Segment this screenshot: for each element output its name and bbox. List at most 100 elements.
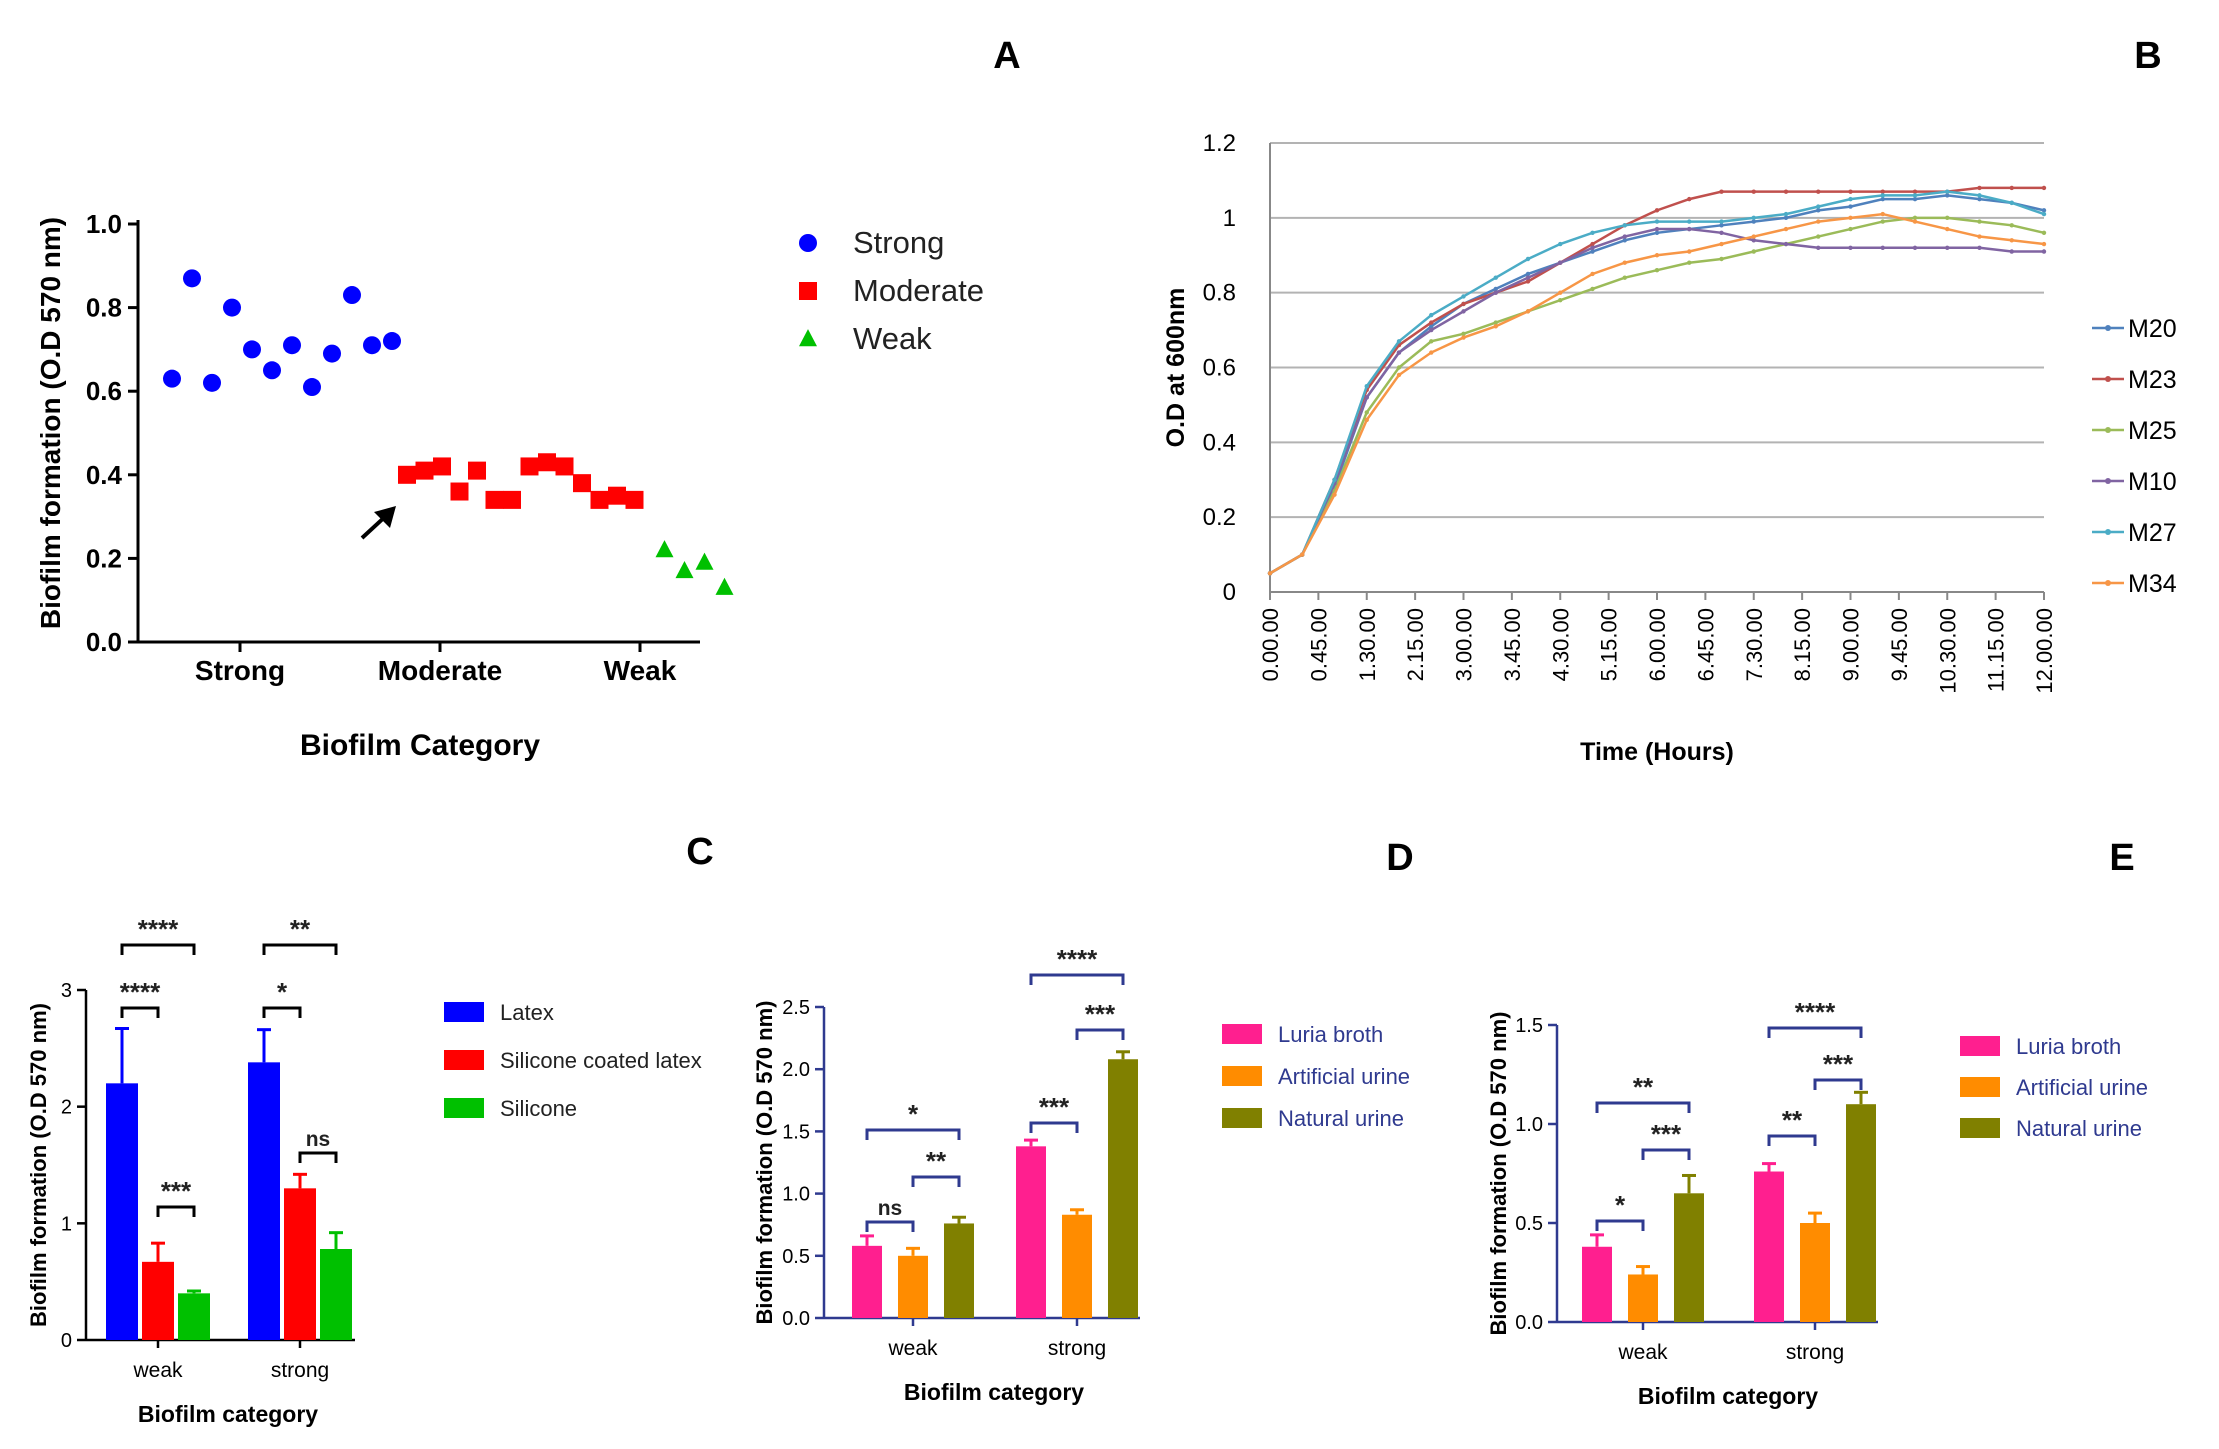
panel-e-significance-bracket bbox=[1767, 1026, 1863, 1038]
panel-b-point-m27 bbox=[1977, 193, 1982, 198]
panel-b-point-m34 bbox=[1912, 219, 1918, 224]
panel-b-x-tick-label: 11.15.00 bbox=[1984, 608, 2009, 692]
panel-c-x-axis-label: Biofilm category bbox=[138, 1401, 318, 1427]
panel-b-point-m20 bbox=[1751, 219, 1756, 224]
panel-d-legend-swatch-natural-urine bbox=[1222, 1108, 1262, 1128]
panel-b-point-m10 bbox=[1848, 245, 1853, 250]
panel-e-significance-bracket bbox=[1767, 1134, 1817, 1146]
panel-a-y-tick-label: 0.4 bbox=[86, 460, 123, 490]
panel-b-y-tick-label: 0.4 bbox=[1203, 429, 1236, 456]
panel-b-point-m25 bbox=[1912, 215, 1918, 221]
panel-c-bar-silicone-weak bbox=[178, 1293, 210, 1340]
panel-b-point-m20 bbox=[2041, 208, 2047, 213]
panel-a-legend-label-strong: Strong bbox=[853, 225, 944, 260]
panel-c-legend-label-latex: Latex bbox=[500, 1000, 554, 1025]
panel-e-significance-label: **** bbox=[1795, 997, 1836, 1027]
panel-b-point-m34 bbox=[1783, 226, 1789, 232]
panel-e-x-axis-label: Biofilm category bbox=[1638, 1383, 1818, 1409]
panel-b-point-m25 bbox=[1977, 219, 1982, 224]
panel-d-bar-natural-urine-weak bbox=[944, 1223, 974, 1318]
panel-a-scatter-chart: 0.0 0.2 0.4 0.6 0.8 1.0 Strong Moderate Weak Biof… bbox=[35, 209, 984, 762]
panel-a-point-strong bbox=[223, 298, 241, 317]
panel-a-point-moderate bbox=[503, 490, 521, 509]
panel-a-point-strong bbox=[343, 286, 361, 305]
panel-b-point-m25 bbox=[1493, 320, 1498, 325]
panel-b-point-m34 bbox=[1461, 335, 1466, 340]
panel-a-legend-marker-moderate bbox=[799, 282, 817, 300]
panel-b-point-m10 bbox=[1751, 238, 1756, 243]
panel-b-y-tick-label: 0.6 bbox=[1203, 355, 1236, 382]
panel-b-legend-label-m10: M10 bbox=[2128, 468, 2177, 496]
panel-b-point-m10 bbox=[1687, 226, 1692, 232]
panel-d-significance-bracket bbox=[865, 1220, 915, 1232]
panel-b-point-m10 bbox=[1719, 230, 1724, 235]
panel-b-point-m10 bbox=[1622, 234, 1627, 239]
panel-b-point-m34 bbox=[1848, 215, 1853, 221]
panel-e-legend-swatch-natural-urine bbox=[1960, 1118, 2000, 1138]
panel-e-bar-artificial-urine-weak bbox=[1628, 1274, 1658, 1322]
panel-e-bar-luria-broth-strong bbox=[1754, 1171, 1784, 1322]
panel-c-legend-swatch-silicone-coated-latex bbox=[444, 1050, 484, 1070]
panel-e-significance-bracket bbox=[1595, 1219, 1645, 1231]
panel-b-point-m34 bbox=[1816, 219, 1821, 224]
panel-d-significance-bracket bbox=[1075, 1028, 1125, 1040]
panel-b-point-m25 bbox=[1816, 234, 1821, 239]
panel-c-significance-label: ns bbox=[306, 1128, 331, 1151]
panel-b-legend-dot-m10 bbox=[2105, 478, 2111, 484]
panel-b-point-m27 bbox=[1364, 384, 1369, 389]
panel-e-significance-label: ** bbox=[1782, 1105, 1803, 1135]
panel-e-legend-label-luria-broth: Luria broth bbox=[2016, 1034, 2121, 1059]
panel-e-y-tick-label: 0.5 bbox=[1515, 1213, 1543, 1235]
panel-d-legend-label-natural-urine: Natural urine bbox=[1278, 1106, 1404, 1131]
panel-c-legend-swatch-latex bbox=[444, 1002, 484, 1022]
panel-d-bar-artificial-urine-strong bbox=[1062, 1214, 1092, 1318]
panel-c-significance-bracket bbox=[120, 943, 196, 955]
panel-b-point-m20 bbox=[1493, 286, 1498, 292]
panel-c-y-tick-label: 2 bbox=[61, 1097, 72, 1119]
panel-b-point-m25 bbox=[1848, 226, 1853, 232]
panel-b-point-m34 bbox=[1493, 324, 1498, 329]
panel-b-point-m27 bbox=[1816, 204, 1821, 209]
panel-b-point-m20 bbox=[1525, 271, 1531, 277]
panel-b-x-tick-label: 9.00.00 bbox=[1839, 608, 1864, 681]
panel-a-y-tick-label: 0.6 bbox=[86, 376, 122, 406]
panel-b-point-m23 bbox=[1912, 189, 1918, 194]
panel-d-y-tick-label: 2.5 bbox=[782, 997, 810, 1019]
panel-d-x-tick-label: weak bbox=[887, 1337, 938, 1360]
panel-d-significance-label: ** bbox=[926, 1146, 947, 1176]
panel-b-point-m27 bbox=[1558, 241, 1563, 247]
panel-b-point-m10 bbox=[1558, 260, 1563, 265]
panel-a-y-tick-label: 0.2 bbox=[86, 543, 122, 573]
panel-b-point-m20 bbox=[1880, 196, 1885, 202]
panel-e-bar-natural-urine-weak bbox=[1674, 1193, 1704, 1322]
panel-b-point-m10 bbox=[1429, 327, 1434, 333]
panel-c-legend-label-silicone-coated-latex: Silicone coated latex bbox=[500, 1048, 702, 1073]
panel-b-point-m34 bbox=[1429, 350, 1434, 355]
panel-b-point-m27 bbox=[1687, 219, 1692, 224]
panel-b-point-m27 bbox=[1461, 294, 1466, 299]
panel-a-point-weak bbox=[695, 552, 714, 570]
panel-c-significance-bracket bbox=[298, 1151, 338, 1163]
panel-b-point-m34 bbox=[1558, 290, 1563, 295]
panel-b-point-m34 bbox=[1751, 234, 1756, 239]
panel-b-point-m25 bbox=[1429, 339, 1434, 344]
panel-b-point-m34 bbox=[1267, 571, 1273, 576]
panel-b-x-tick-label: 12.00.00 bbox=[2032, 608, 2057, 694]
panel-a-point-strong bbox=[323, 344, 341, 363]
panel-b-legend-dot-m20 bbox=[2105, 325, 2111, 331]
panel-c-y-tick-label: 3 bbox=[61, 980, 72, 1002]
panel-b-point-m10 bbox=[1493, 290, 1498, 295]
panel-c-x-tick-label: weak bbox=[132, 1359, 183, 1382]
panel-b-x-tick-label: 6.45.00 bbox=[1693, 608, 1718, 681]
panel-a-point-moderate bbox=[485, 490, 504, 509]
panel-b-point-m25 bbox=[1622, 275, 1627, 280]
panel-letter-b: B bbox=[2134, 35, 2161, 77]
panel-c-significance-label: * bbox=[277, 977, 288, 1007]
panel-b-point-m34 bbox=[1364, 417, 1369, 423]
panel-a-point-moderate bbox=[538, 453, 556, 472]
panel-b-point-m27 bbox=[1396, 339, 1402, 344]
panel-b-point-m20 bbox=[1848, 204, 1853, 209]
panel-b-point-m25 bbox=[1461, 331, 1466, 337]
panel-b-x-tick-label: 4.30.00 bbox=[1548, 608, 1573, 681]
panel-a-y-tick-label: 0.0 bbox=[86, 627, 122, 657]
